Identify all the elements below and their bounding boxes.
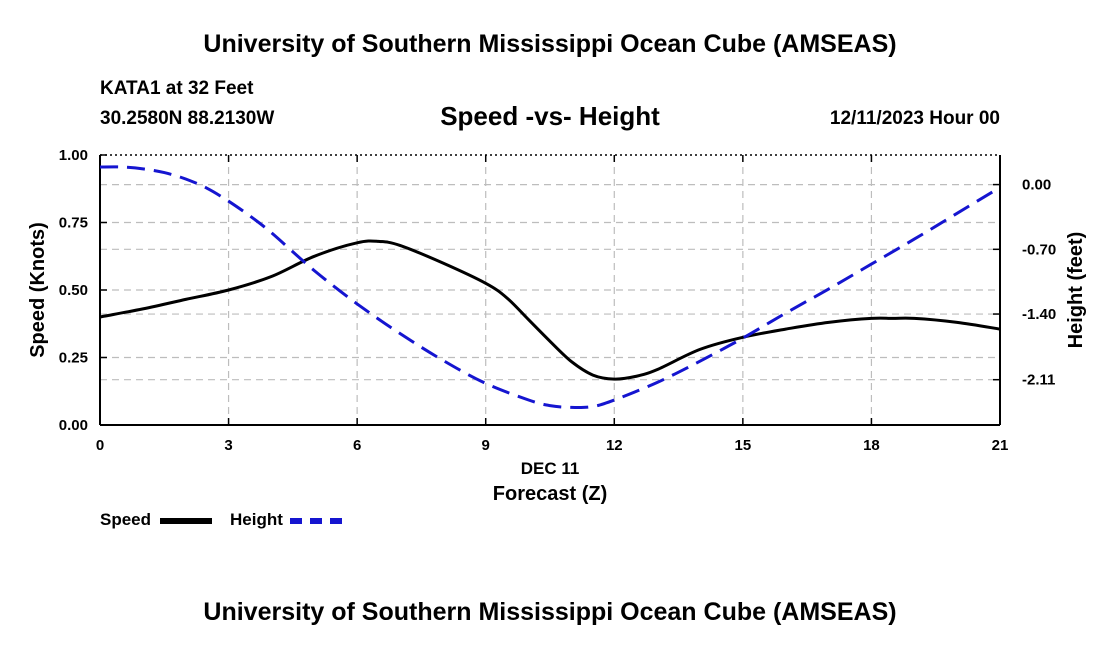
series-line-height: [99, 165, 1001, 410]
y2-tick-label: -1.40: [1022, 306, 1056, 323]
legend-speed-label: Speed: [100, 510, 152, 529]
x-tick-label: 18: [863, 437, 880, 454]
x-tick-label: 3: [224, 437, 232, 454]
main-title: University of Southern Mississippi Ocean…: [203, 30, 897, 58]
date-label: 12/11/2023 Hour 00: [830, 108, 1000, 129]
y2-tick-label: -0.70: [1022, 241, 1056, 258]
y-tick-label: 0.25: [59, 350, 88, 367]
chart-title: Speed -vs- Height: [440, 101, 660, 131]
x-tick-label: 0: [96, 437, 104, 454]
x-tick-label: 12: [606, 437, 623, 454]
x-axis-date-label: DEC 11: [521, 459, 580, 478]
y-tick-label: 0.75: [59, 215, 88, 232]
y-axis-label: Speed (Knots): [27, 222, 49, 358]
y2-tick-label: 0.00: [1022, 177, 1051, 194]
y-tick-label: 0.50: [59, 282, 88, 299]
x-tick-label: 6: [353, 437, 361, 454]
legend-height-label: Height: [230, 510, 283, 529]
y-tick-label: 0.00: [59, 417, 88, 434]
footer-title: University of Southern Mississippi Ocean…: [203, 598, 897, 626]
series-line-speed: [99, 239, 1001, 381]
x-axis-label: Forecast (Z): [493, 483, 607, 505]
x-tick-label: 21: [992, 437, 1009, 454]
y2-axis-label: Height (feet): [1065, 232, 1087, 349]
y2-tick-label: -2.11: [1022, 372, 1055, 389]
x-tick-label: 9: [482, 437, 490, 454]
location-label: 30.2580N 88.2130W: [100, 108, 274, 129]
x-tick-label: 15: [735, 437, 752, 454]
y-tick-label: 1.00: [59, 147, 88, 164]
legend-speed-swatch: [160, 518, 212, 524]
legend-height-swatch: [290, 518, 342, 524]
station-label: KATA1 at 32 Feet: [100, 78, 254, 99]
